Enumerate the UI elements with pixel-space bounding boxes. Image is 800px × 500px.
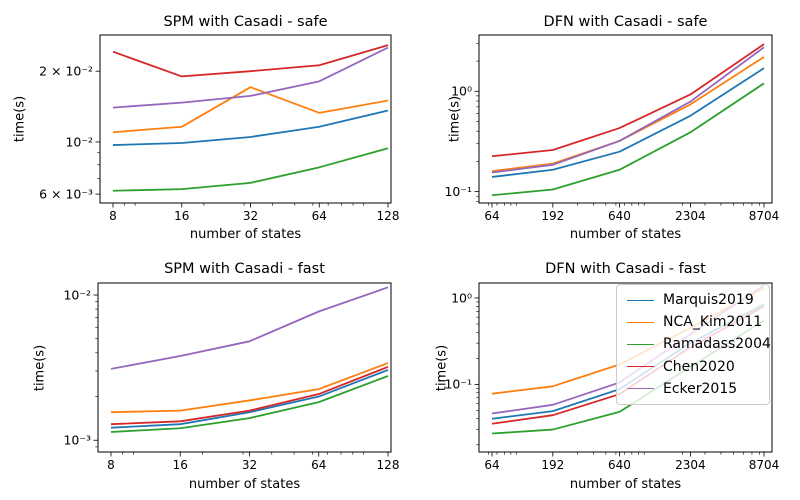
y-tick-label: 6 × 10⁻³ (39, 186, 93, 201)
y-tick-label: 10⁰ (451, 290, 472, 305)
y-tick-label: 10⁻¹ (444, 184, 472, 199)
axes-frame (97, 282, 392, 453)
y-axis-label: time(s) (32, 344, 48, 392)
series-line-Chen2020 (112, 44, 389, 78)
subplot-spm-fast: 8 16 32 64 128 10⁻³ 10⁻² SPM with Casadi - fas… (0, 250, 400, 500)
legend-entry: Marquis2019 (627, 289, 763, 311)
legend: Marquis2019 NCA_Kim2011 Ramadass2004 Che… (616, 284, 771, 405)
x-tick-label: 192 (541, 458, 564, 472)
series-line-Ramadass2004 (491, 82, 765, 197)
x-tick-label: 16 (174, 209, 189, 223)
x-tick-label: 64 (484, 458, 499, 472)
chart-title: SPM with Casadi - fast (164, 261, 325, 277)
legend-label: Marquis2019 (663, 292, 754, 309)
legend-line-sample (627, 299, 654, 301)
x-axis-label: number of states (189, 227, 302, 242)
y-tick-label: 2 × 10⁻² (39, 63, 93, 78)
spm-fast-plot-canvas: 8 16 32 64 128 10⁻³ 10⁻² (63, 282, 400, 472)
y-axis-label: time(s) (447, 95, 463, 143)
y-axis-label: time(s) (12, 95, 28, 143)
series-line-Chen2020 (110, 366, 389, 426)
series-line-Marquis2019 (491, 67, 765, 178)
series-line-Ecker2015 (110, 286, 389, 370)
x-tick-label: 2304 (675, 209, 706, 223)
axes-frame (478, 34, 773, 204)
x-tick-label: 16 (173, 458, 188, 472)
x-tick-label: 32 (242, 458, 257, 472)
legend-line-sample (627, 343, 654, 345)
series-line-Ecker2015 (112, 46, 389, 109)
legend-line-sample (627, 388, 654, 390)
legend-label: Ramadass2004 (663, 336, 771, 353)
x-tick-label: 128 (377, 458, 400, 472)
subplot-spm-safe: 8 16 32 64 128 6 × 10⁻³ 10⁻² 2 × 10⁻² SPM with … (0, 0, 400, 250)
x-tick-label: 8 (107, 458, 115, 472)
subplot-dfn-fast: 64 192 640 2304 8704 10⁻¹ 10⁰ DFN with Casadi … (400, 250, 800, 500)
axes-frame (478, 282, 773, 453)
legend-label: NCA_Kim2011 (663, 314, 763, 331)
series-line-Marquis2019 (112, 109, 389, 146)
series-line-Ramadass2004 (110, 375, 389, 433)
x-tick-label: 64 (312, 209, 327, 223)
series-line-Ramadass2004 (112, 147, 389, 192)
legend-entry: Ecker2015 (627, 378, 763, 400)
y-tick-label: 10⁰ (451, 84, 472, 99)
dfn-safe-plot-canvas: 64 192 640 2304 8704 10⁻¹ 10⁰ (444, 34, 780, 223)
chart-title: DFN with Casadi - safe (543, 14, 708, 30)
y-axis-label: time(s) (434, 344, 450, 392)
series-line-Chen2020 (491, 43, 765, 158)
legend-label: Ecker2015 (663, 380, 738, 397)
series-line-NCA_Kim2011 (491, 56, 765, 173)
x-tick-label: 64 (311, 458, 326, 472)
legend-line-sample (627, 366, 654, 368)
y-tick-label: 10⁻² (63, 287, 91, 302)
subplot-dfn-safe: 64 192 640 2304 8704 10⁻¹ 10⁰ DFN with Casadi … (400, 0, 800, 250)
y-tick-label: 10⁻² (65, 134, 93, 149)
x-axis-label: number of states (569, 227, 682, 242)
series-line-Marquis2019 (110, 369, 389, 429)
chart-title: DFN with Casadi - fast (545, 261, 706, 277)
x-tick-label: 64 (484, 209, 499, 223)
legend-entry: Chen2020 (627, 356, 763, 378)
x-tick-label: 640 (608, 209, 631, 223)
y-tick-label: 10⁻³ (63, 433, 91, 448)
legend-entry: Ramadass2004 (627, 333, 771, 355)
legend-line-sample (627, 321, 654, 323)
x-tick-label: 32 (243, 209, 258, 223)
x-tick-label: 8704 (749, 209, 780, 223)
spm-safe-plot-canvas: 8 16 32 64 128 6 × 10⁻³ 10⁻² 2 × 10⁻² (39, 34, 400, 223)
series-line-Ecker2015 (491, 46, 765, 174)
legend-label: Chen2020 (663, 358, 735, 375)
x-tick-label: 2304 (675, 458, 706, 472)
x-axis-label: number of states (569, 477, 682, 492)
chart-title: SPM with Casadi - safe (163, 14, 328, 30)
x-axis-label: number of states (188, 477, 301, 492)
y-tick-label: 10⁻¹ (444, 377, 472, 392)
series-line-NCA_Kim2011 (112, 86, 389, 134)
x-tick-label: 8 (109, 209, 117, 223)
legend-entry: NCA_Kim2011 (627, 311, 763, 333)
x-tick-label: 8704 (749, 458, 780, 472)
x-tick-label: 640 (608, 458, 631, 472)
x-tick-label: 128 (377, 209, 400, 223)
x-tick-label: 192 (541, 209, 564, 223)
axes-frame (99, 34, 392, 204)
series-line-NCA_Kim2011 (110, 362, 389, 414)
